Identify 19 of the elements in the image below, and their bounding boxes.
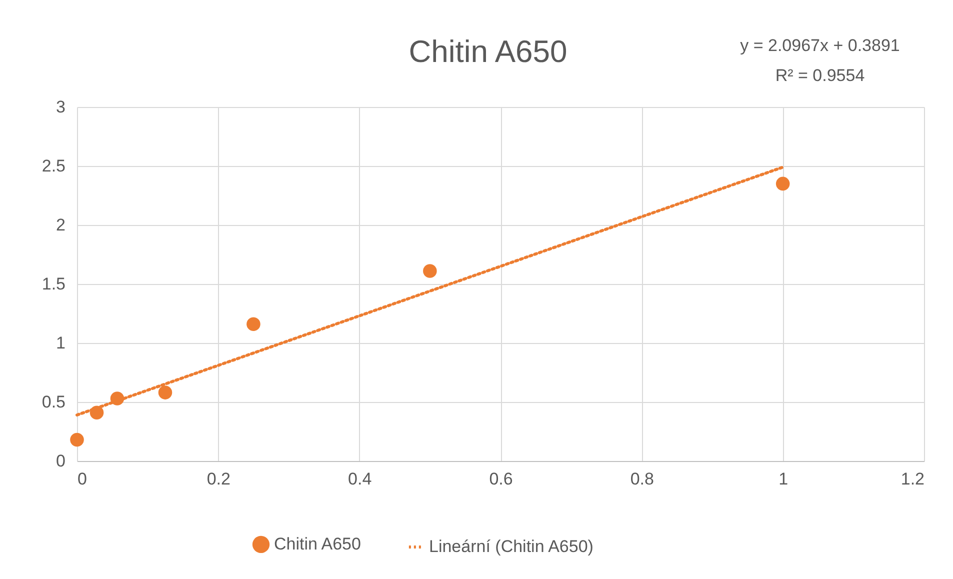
- y-tick-label: 2: [56, 216, 66, 234]
- chart-title: Chitin A650: [408, 34, 568, 69]
- y-tick-label: 0: [56, 452, 66, 470]
- x-tick-label: 0.4: [348, 470, 372, 488]
- y-tick-label: 3: [56, 98, 66, 116]
- x-tick-label: 0.2: [206, 470, 230, 488]
- x-tick-label: 0: [78, 470, 87, 488]
- y-tick-label: 2.5: [42, 156, 66, 176]
- x-tick-label: 1.2: [900, 470, 924, 488]
- y-tick-label: 0.5: [42, 392, 66, 412]
- x-tick-label: 0.6: [489, 470, 513, 488]
- text: y = 2.0967x + 0.3891: [740, 36, 900, 55]
- legend-label: Lineární (Chitin A650): [429, 537, 594, 556]
- text: R² = 0.9554: [775, 66, 865, 85]
- legend-label: Chitin A650: [274, 534, 361, 554]
- y-tick-label: 1: [56, 334, 66, 352]
- y-tick-label: 1.5: [42, 274, 66, 294]
- x-tick-label: 0.8: [630, 470, 654, 488]
- x-tick-label: 1: [778, 470, 788, 488]
